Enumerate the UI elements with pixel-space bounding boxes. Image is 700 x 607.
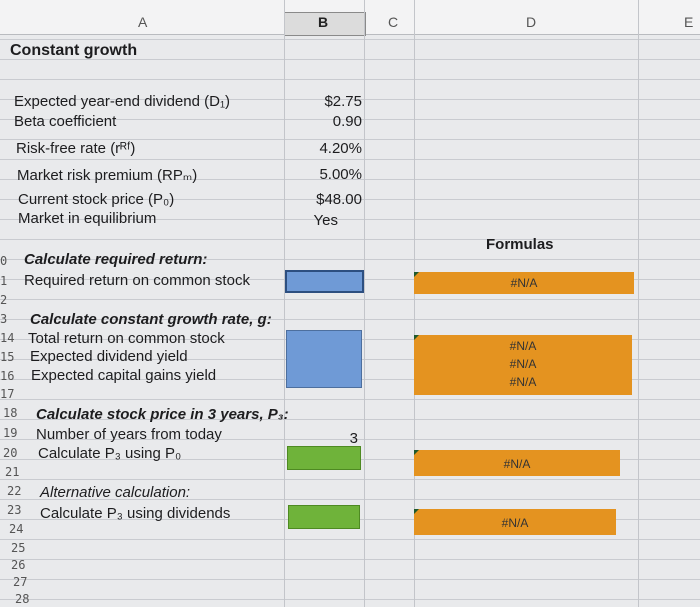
column-b-header[interactable]: B (318, 14, 329, 30)
row-number[interactable]: 0 (0, 254, 8, 268)
row-number[interactable]: 22 (7, 484, 22, 498)
price-calc-input-cell[interactable] (287, 446, 361, 470)
price-calc-formula-cell[interactable]: #N/A (414, 450, 620, 476)
row-number[interactable]: 18 (3, 406, 18, 420)
column-b-header-selected[interactable] (284, 12, 366, 36)
column-d-header[interactable]: D (526, 14, 537, 30)
input-label-risk-free[interactable]: Risk-free rate (rᴿᶠ) (16, 140, 136, 157)
growth-total-return-formula: #N/A (509, 339, 537, 353)
column-a-header[interactable]: A (138, 14, 148, 30)
row-number[interactable]: 24 (9, 522, 24, 536)
row-number[interactable]: 15 (0, 350, 15, 364)
input-label-market-risk-premium[interactable]: Market risk premium (RPₘ) (17, 167, 198, 184)
row-number[interactable]: 27 (13, 575, 28, 589)
column-header-bar: A B C D E (0, 0, 700, 36)
input-value-stock-price[interactable]: $48.00 (316, 191, 362, 208)
row-number[interactable]: 28 (15, 592, 30, 606)
required-return-formula: #N/A (510, 276, 538, 290)
price-years-label[interactable]: Number of years from today (36, 426, 222, 443)
price-calc-label[interactable]: Calculate P₃ using P₀ (38, 445, 182, 462)
input-value-dividend[interactable]: $2.75 (324, 93, 362, 110)
row-number[interactable]: 2 (0, 293, 8, 307)
row-number[interactable]: 3 (0, 312, 8, 326)
growth-capital-gains-formula: #N/A (509, 375, 537, 389)
price-heading[interactable]: Calculate stock price in 3 years, P₃: (36, 406, 289, 423)
column-c-header[interactable]: C (388, 14, 399, 30)
growth-capital-gains-label[interactable]: Expected capital gains yield (31, 367, 217, 384)
input-value-equilibrium[interactable]: Yes (313, 212, 338, 229)
growth-dividend-yield-label[interactable]: Expected dividend yield (30, 348, 188, 365)
row-number[interactable]: 26 (11, 558, 26, 572)
row-number[interactable]: 25 (11, 541, 26, 555)
row-number[interactable]: 14 (0, 331, 15, 345)
required-return-label[interactable]: Required return on common stock (24, 272, 250, 289)
alternative-input-cell[interactable] (288, 505, 360, 529)
gridline (414, 0, 415, 607)
growth-total-return-label[interactable]: Total return on common stock (28, 330, 225, 347)
input-value-market-risk-premium[interactable]: 5.00% (319, 166, 362, 183)
price-years-value[interactable]: 3 (349, 430, 358, 447)
required-return-input-cell[interactable] (285, 270, 364, 293)
price-calc-formula: #N/A (503, 457, 531, 471)
input-label-dividend[interactable]: Expected year-end dividend (D₁) (14, 93, 231, 110)
row-number[interactable]: 19 (3, 426, 18, 440)
comment-flag-icon (414, 272, 419, 277)
column-e-header[interactable]: E (684, 14, 694, 30)
alternative-formula: #N/A (501, 516, 529, 530)
row-number[interactable]: 1 (0, 274, 8, 288)
alternative-heading[interactable]: Alternative calculation: (40, 484, 191, 501)
input-label-beta[interactable]: Beta coefficient (14, 113, 117, 130)
section-title[interactable]: Constant growth (10, 42, 138, 59)
formulas-header[interactable]: Formulas (486, 236, 554, 253)
required-return-heading[interactable]: Calculate required return: (24, 251, 208, 268)
input-label-stock-price[interactable]: Current stock price (P₀) (18, 191, 175, 208)
gridline (284, 0, 285, 607)
growth-dividend-yield-formula: #N/A (509, 357, 537, 371)
comment-flag-icon (414, 335, 419, 340)
growth-formula-cells[interactable]: #N/A #N/A #N/A (414, 335, 632, 395)
input-value-beta[interactable]: 0.90 (332, 113, 362, 130)
alternative-formula-cell[interactable]: #N/A (414, 509, 616, 535)
row-number[interactable]: 16 (0, 369, 15, 383)
row-number[interactable]: 23 (7, 503, 22, 517)
gridline (364, 0, 365, 607)
comment-flag-icon (414, 509, 419, 514)
row-number[interactable]: 21 (5, 465, 20, 479)
comment-flag-icon (414, 450, 419, 455)
growth-input-cells[interactable] (286, 330, 362, 388)
input-label-equilibrium[interactable]: Market in equilibrium (18, 210, 157, 227)
input-value-risk-free[interactable]: 4.20% (319, 140, 362, 157)
row-number[interactable]: 20 (3, 446, 18, 460)
row-number[interactable]: 17 (0, 387, 15, 401)
required-return-formula-cell[interactable]: #N/A (414, 272, 634, 294)
growth-heading[interactable]: Calculate constant growth rate, g: (30, 311, 272, 328)
gridline (638, 0, 639, 607)
alternative-label[interactable]: Calculate P₃ using dividends (40, 505, 231, 522)
